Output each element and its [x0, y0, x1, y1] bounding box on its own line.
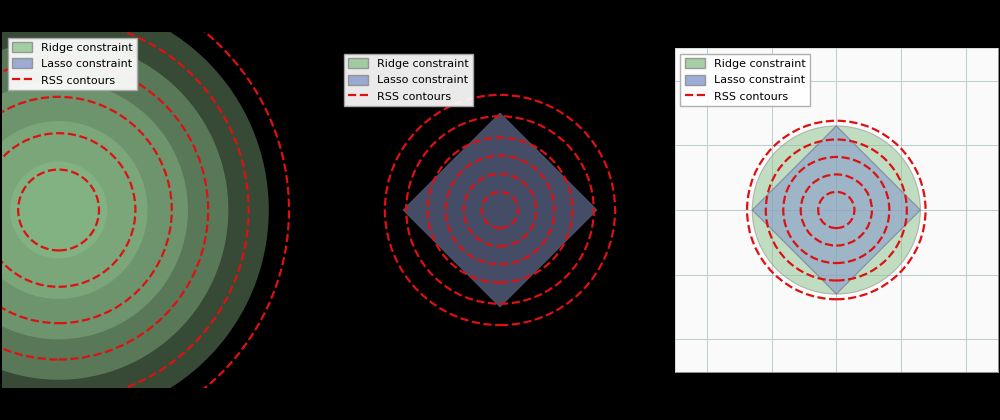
Legend: Ridge constraint, Lasso constraint, RSS contours: Ridge constraint, Lasso constraint, RSS …	[680, 54, 810, 106]
Circle shape	[10, 162, 107, 258]
Legend: Ridge constraint, Lasso constraint, RSS contours: Ridge constraint, Lasso constraint, RSS …	[8, 38, 137, 90]
Circle shape	[0, 121, 148, 299]
Circle shape	[0, 0, 269, 420]
Circle shape	[0, 40, 228, 380]
Circle shape	[0, 81, 188, 339]
Legend: Ridge constraint, Lasso constraint, RSS contours: Ridge constraint, Lasso constraint, RSS …	[344, 54, 473, 106]
Circle shape	[752, 126, 920, 294]
Polygon shape	[752, 126, 920, 294]
Polygon shape	[403, 113, 597, 307]
